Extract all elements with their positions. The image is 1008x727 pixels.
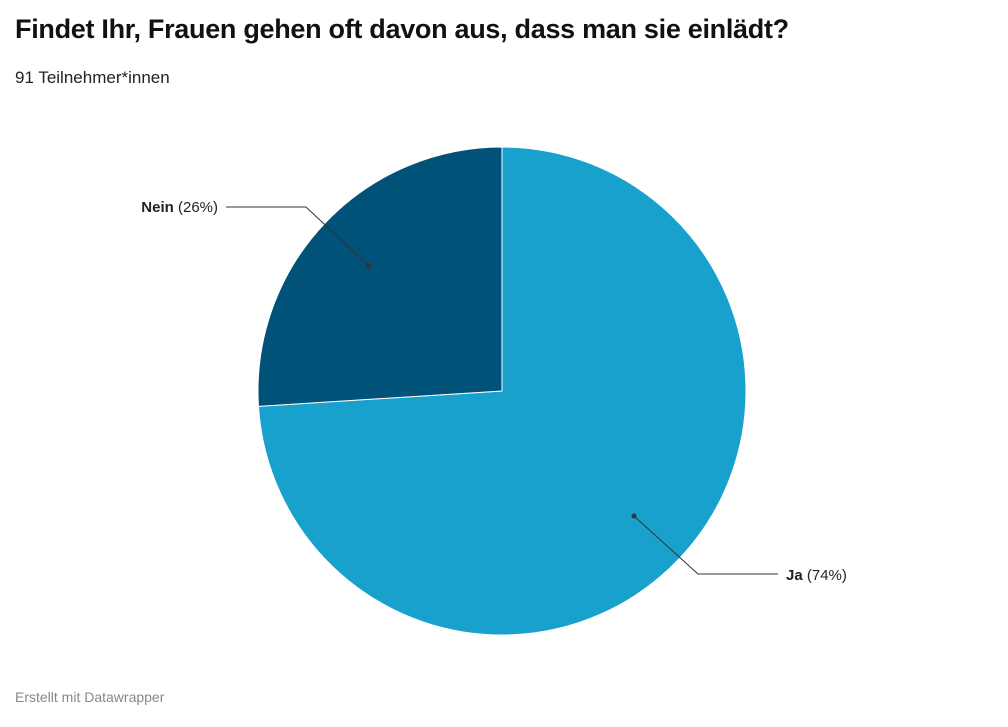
label-nein: Nein (26%) xyxy=(141,199,218,216)
leader-dot-nein xyxy=(366,263,372,269)
chart-title: Findet Ihr, Frauen gehen oft davon aus, … xyxy=(15,14,789,44)
leader-line-nein xyxy=(226,206,370,267)
pie-slice-nein xyxy=(257,146,503,407)
leader-line-ja xyxy=(633,515,778,575)
footer-credit: Erstellt mit Datawrapper xyxy=(15,689,165,705)
chart-subtitle: 91 Teilnehmer*innen xyxy=(15,68,170,87)
label-ja: Ja (74%) xyxy=(786,567,847,584)
leader-dot-ja xyxy=(631,513,637,519)
